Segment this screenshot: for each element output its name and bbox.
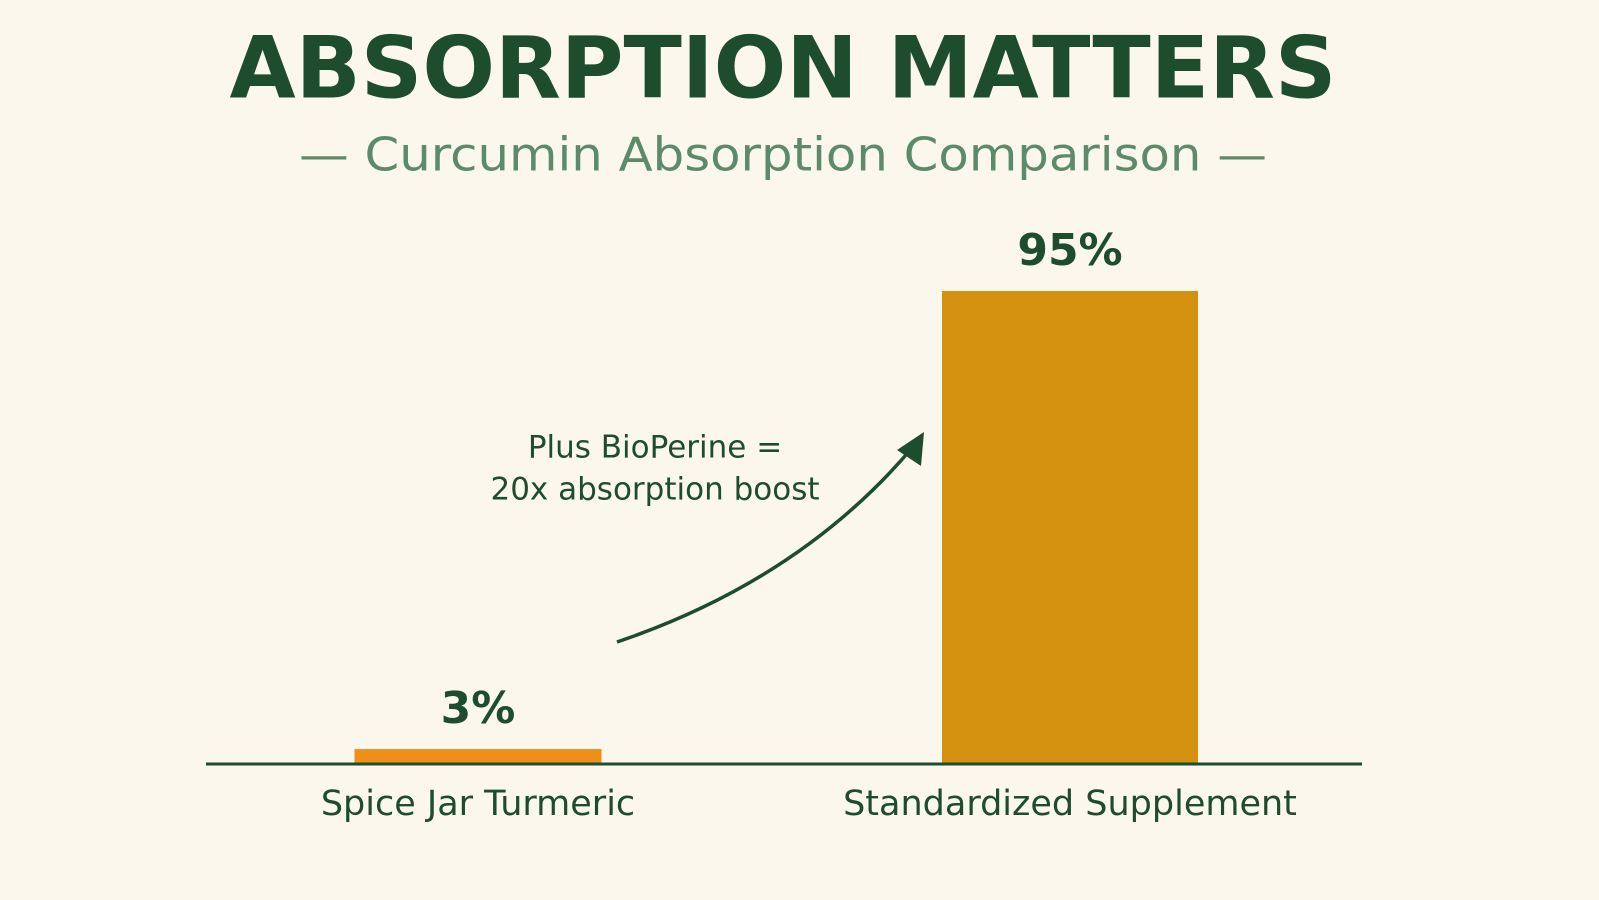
- annotation: Plus BioPerine =: [528, 430, 782, 466]
- chart-title: ABSORPTION MATTERS: [230, 18, 1337, 118]
- x-tick-label: Spice Jar Turmeric: [321, 784, 635, 824]
- value-label: 3%: [441, 683, 516, 734]
- arrow: [616, 446, 914, 644]
- bar: [942, 291, 1198, 764]
- bar: [354, 749, 602, 764]
- chart-subtitle: — Curcumin Absorption Comparison —: [299, 128, 1267, 182]
- x-tick-label: Standardized Supplement: [843, 784, 1297, 824]
- annotation: 20x absorption boost: [490, 472, 819, 508]
- arrow-head: [897, 432, 924, 466]
- value-label: 95%: [1017, 225, 1122, 276]
